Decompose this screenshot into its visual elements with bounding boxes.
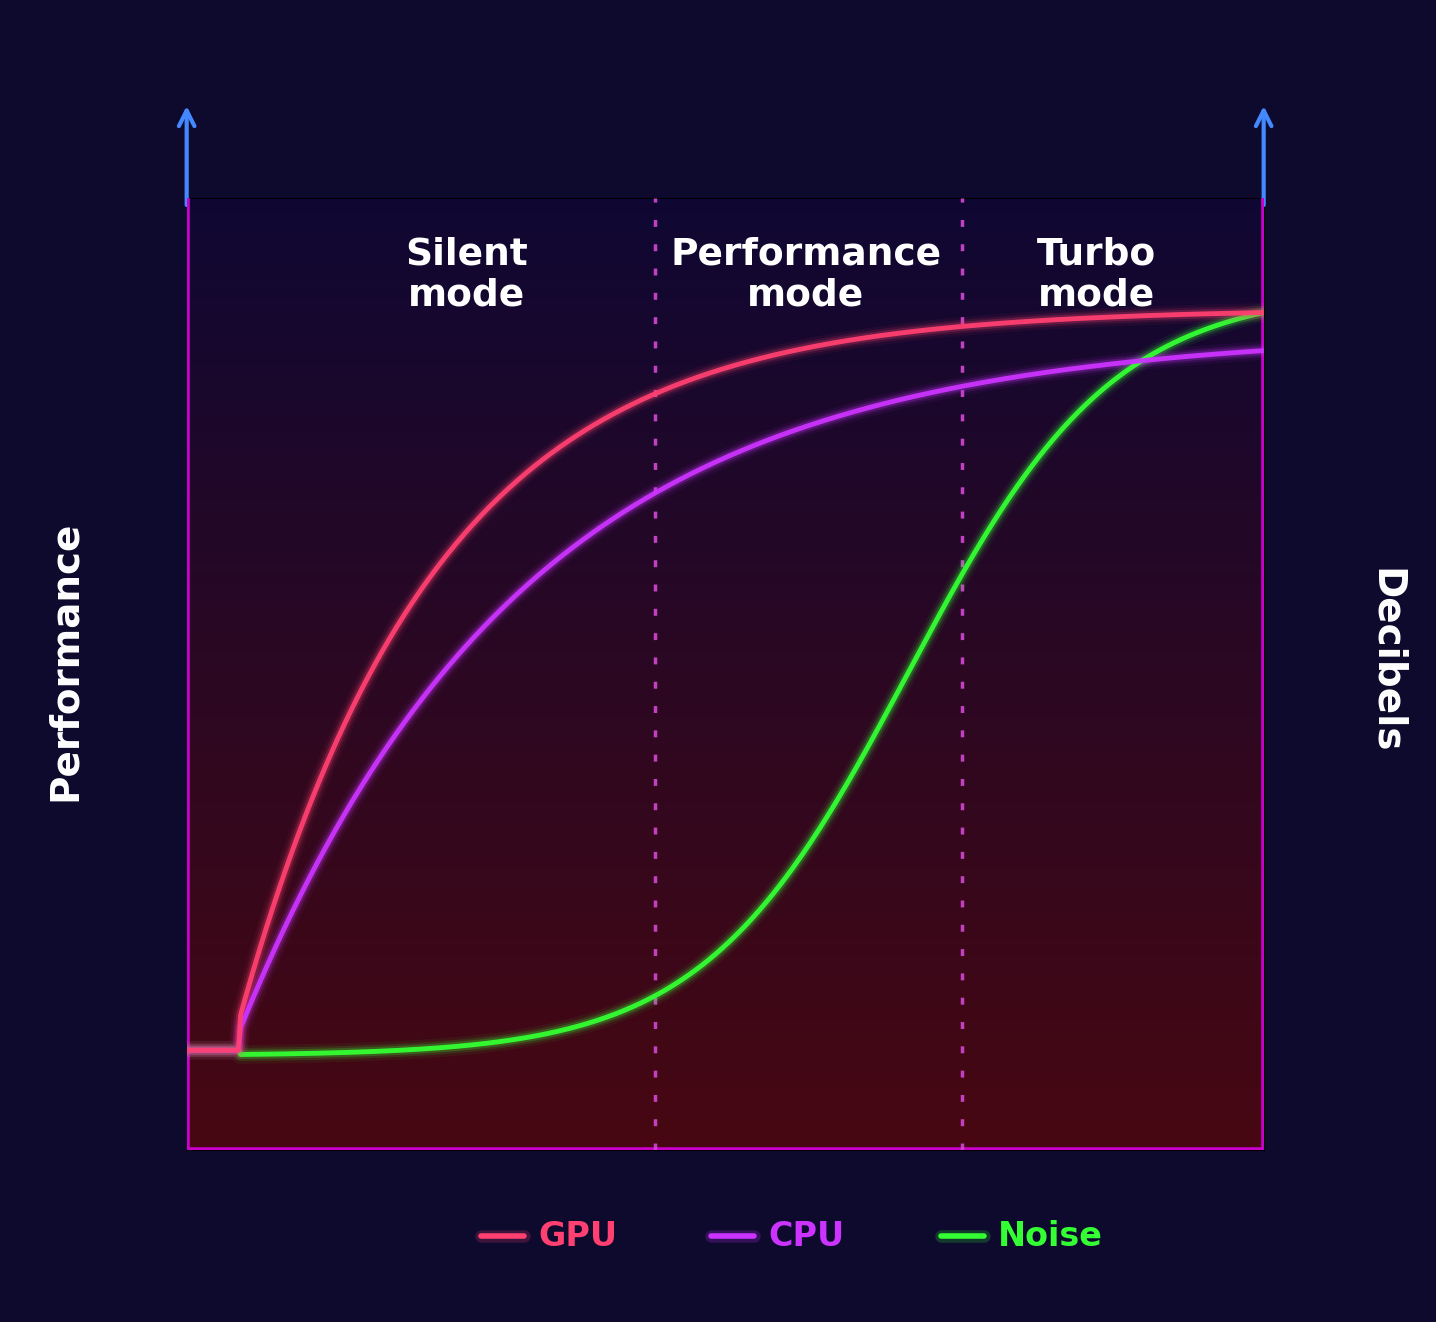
- Text: Turbo
mode: Turbo mode: [1037, 237, 1156, 313]
- Text: Performance: Performance: [46, 521, 83, 801]
- Text: Noise: Noise: [998, 1220, 1103, 1252]
- Text: Performance
mode: Performance mode: [671, 237, 942, 313]
- Text: Decibels: Decibels: [1367, 568, 1404, 754]
- Text: CPU: CPU: [768, 1220, 844, 1252]
- Text: GPU: GPU: [538, 1220, 617, 1252]
- Text: Silent
mode: Silent mode: [405, 237, 528, 313]
